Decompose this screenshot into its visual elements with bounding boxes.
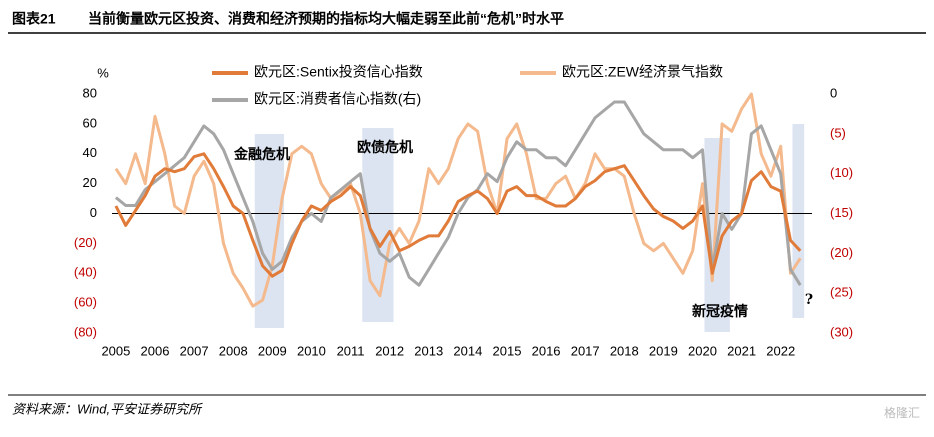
x-tick-label: 2008: [219, 343, 248, 358]
chart-title: 图表21: [12, 11, 56, 27]
shaded-period: [254, 134, 285, 328]
y-tick-label: (60): [74, 295, 97, 310]
x-tick-label: 2012: [375, 343, 404, 358]
y-tick-label: 40: [83, 145, 97, 160]
period-label: 金融危机: [233, 146, 290, 163]
y-tick-label: (20): [74, 235, 97, 250]
x-tick-label: 2010: [297, 343, 326, 358]
chart-subtitle: 当前衡量欧元区投资、消费和经济预期的指标均大幅走弱至此前“危机”时水平: [88, 11, 564, 27]
y2-tick-label: (5): [830, 125, 846, 140]
x-tick-label: 2014: [453, 343, 482, 358]
x-tick-label: 2005: [101, 343, 130, 358]
y2-tick-label: (10): [830, 165, 853, 180]
y-tick-label: (40): [74, 265, 97, 280]
watermark: 格隆汇: [884, 405, 920, 420]
y2-tick-label: (15): [830, 205, 853, 220]
y-tick-label: 60: [83, 115, 97, 130]
x-tick-label: 2016: [532, 343, 561, 358]
shaded-period: [362, 128, 394, 322]
y-tick-label: 0: [90, 205, 97, 220]
x-tick-label: 2017: [571, 343, 600, 358]
x-tick-label: 2007: [180, 343, 209, 358]
period-label: ?: [805, 292, 813, 308]
y-tick-label: 20: [83, 175, 97, 190]
x-tick-label: 2022: [766, 343, 795, 358]
series-line: [114, 152, 802, 278]
y-tick-label: 80: [83, 85, 97, 100]
legend-label: 欧元区:Sentix投资信心指数: [254, 64, 423, 80]
source: 资料来源：Wind,平安证券研究所: [12, 401, 203, 416]
series-line: [114, 100, 802, 287]
x-tick-label: 2021: [727, 343, 756, 358]
x-tick-label: 2009: [258, 343, 287, 358]
x-tick-label: 2011: [337, 343, 365, 358]
period-label: 新冠疫情: [692, 303, 748, 320]
y2-tick-label: (30): [830, 324, 853, 339]
y-tick-label: (80): [74, 324, 97, 339]
legend-label: 欧元区:ZEW经济景气指数: [562, 64, 723, 80]
x-tick-label: 2020: [688, 343, 717, 358]
legend-label: 欧元区:消费者信心指数(右): [254, 91, 421, 107]
x-tick-label: 2019: [649, 343, 678, 358]
x-tick-label: 2015: [493, 343, 522, 358]
y2-tick-label: (25): [830, 285, 853, 300]
y2-tick-label: 0: [830, 85, 837, 100]
x-tick-label: 2006: [141, 343, 170, 358]
y-unit: %: [97, 65, 109, 80]
shaded-period: [792, 124, 805, 318]
x-tick-label: 2018: [610, 343, 639, 358]
x-tick-label: 2013: [414, 343, 443, 358]
series-line: [114, 92, 802, 308]
y2-tick-label: (20): [830, 245, 853, 260]
period-label: 欧债危机: [357, 139, 413, 156]
